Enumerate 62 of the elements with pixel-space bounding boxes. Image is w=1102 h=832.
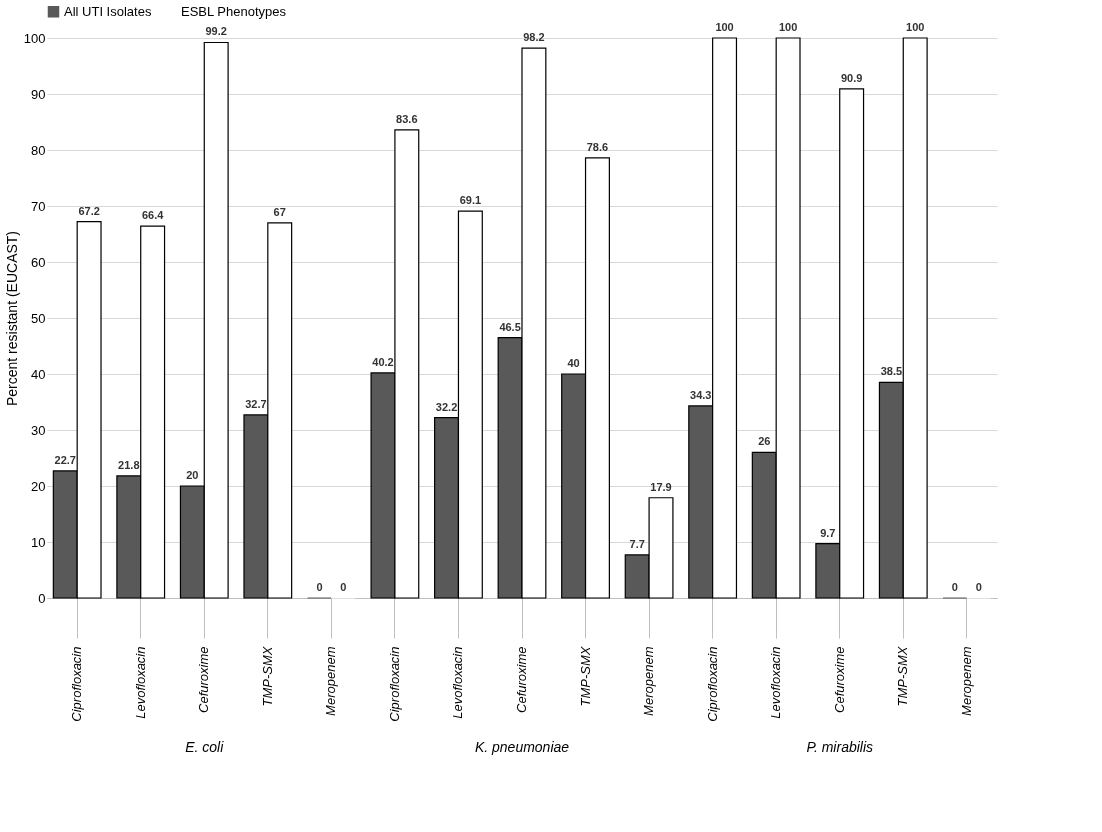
data-label: 67 bbox=[273, 205, 286, 218]
text: P. mirabilis bbox=[806, 739, 874, 755]
data-label: 17.9 bbox=[650, 480, 672, 493]
y-tick-label: 70 bbox=[31, 198, 46, 214]
data-label: 100 bbox=[906, 21, 925, 33]
x-tick-label: Meropenem bbox=[641, 646, 657, 716]
data-label: 0 bbox=[951, 581, 958, 593]
y-tick-label: 80 bbox=[31, 142, 46, 158]
data-label: 46.5 bbox=[499, 320, 521, 333]
x-tick-label: Cefuroxime bbox=[831, 646, 847, 713]
y-tick-label: 10 bbox=[31, 534, 46, 550]
text: E. coli bbox=[185, 739, 225, 755]
data-label: 90.9 bbox=[840, 71, 863, 84]
data-label: 0 bbox=[340, 581, 347, 593]
y-tick-label: 100 bbox=[23, 30, 46, 46]
data-label: 9.7 bbox=[820, 526, 836, 539]
data-label: 22.7 bbox=[54, 453, 76, 466]
x-tick-label: Cefuroxime bbox=[514, 646, 529, 713]
data-label: 100 bbox=[715, 21, 734, 33]
y-tick-label: 20 bbox=[31, 478, 46, 494]
legend-label: All UTI Isolates bbox=[64, 3, 152, 19]
x-tick-label: Cefuroxime bbox=[196, 646, 212, 713]
data-label: 32.2 bbox=[435, 400, 458, 413]
data-label: 40.2 bbox=[372, 355, 394, 368]
y-tick-label: 30 bbox=[31, 422, 46, 438]
text: K. pneumoniae bbox=[474, 739, 570, 755]
data-label: 0 bbox=[316, 581, 323, 593]
data-label: 99.2 bbox=[205, 25, 227, 38]
x-tick-label: TMP-SMX bbox=[895, 645, 911, 707]
data-label: 34.3 bbox=[690, 388, 712, 401]
y-tick-label: 90 bbox=[31, 86, 46, 102]
data-label: 26 bbox=[758, 435, 771, 448]
y-tick-label: 50 bbox=[31, 310, 46, 326]
x-tick-label: Levofloxacin bbox=[768, 646, 784, 719]
y-axis-title: Percent resistant (EUCAST) bbox=[3, 230, 20, 407]
data-label: 7.7 bbox=[629, 537, 645, 550]
data-label: 20 bbox=[186, 469, 199, 481]
y-tick-label: 0 bbox=[38, 590, 46, 606]
x-tick-label: Levofloxacin bbox=[132, 646, 148, 719]
y-tick-label: 40 bbox=[31, 366, 46, 382]
data-label: 40 bbox=[567, 357, 580, 369]
x-tick-label: Ciprofloxacin bbox=[704, 646, 720, 722]
x-tick-label: Levofloxacin bbox=[450, 646, 466, 719]
x-tick-label: TMP-SMX bbox=[577, 645, 593, 707]
x-tick-label: Meropenem bbox=[323, 646, 339, 716]
data-label: 0 bbox=[975, 581, 982, 593]
data-label: 66.4 bbox=[141, 209, 165, 222]
data-label: 100 bbox=[778, 21, 798, 33]
data-label: 78.6 bbox=[586, 140, 609, 153]
data-label: 38.5 bbox=[880, 365, 903, 378]
x-tick-label: TMP-SMX bbox=[259, 645, 275, 707]
data-label: 32.7 bbox=[245, 397, 267, 410]
y-tick-label: 60 bbox=[31, 254, 46, 270]
x-tick-label: Ciprofloxacin bbox=[69, 646, 85, 722]
x-tick-label: Ciprofloxacin bbox=[386, 646, 402, 722]
data-label: 21.8 bbox=[118, 458, 140, 471]
text: ESBL Phenotypes bbox=[181, 3, 287, 19]
data-label: 67.2 bbox=[78, 204, 100, 217]
data-label: 83.6 bbox=[396, 112, 418, 125]
data-label: 98.2 bbox=[523, 31, 545, 44]
data-label: 69.1 bbox=[459, 194, 482, 207]
x-tick-label: Meropenem bbox=[958, 646, 974, 716]
